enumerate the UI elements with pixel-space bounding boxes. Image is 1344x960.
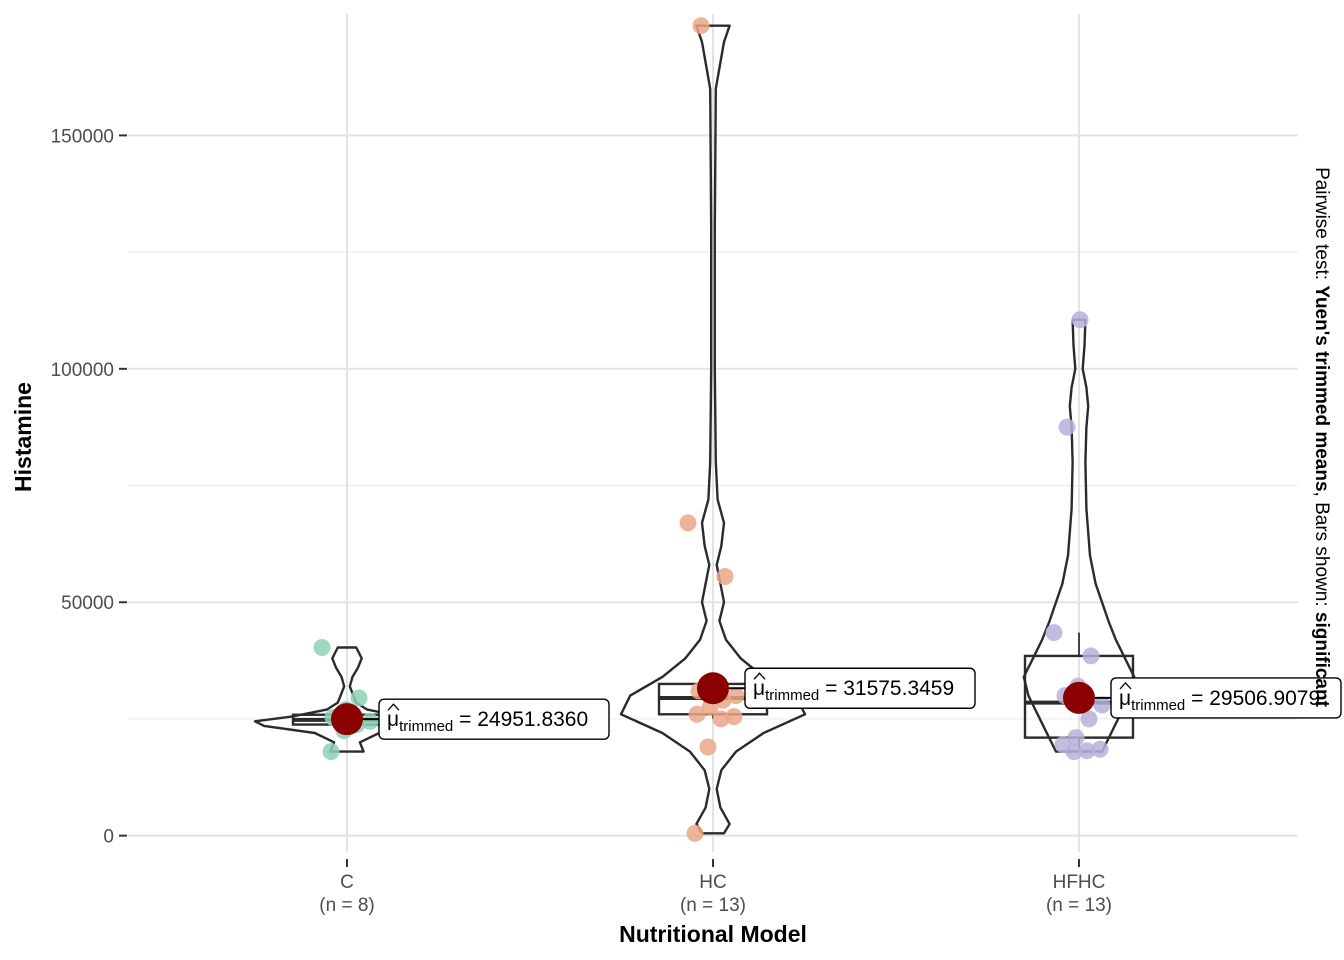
data-point xyxy=(1091,740,1109,758)
x-tick-n-label: (n = 8) xyxy=(319,895,374,916)
data-point xyxy=(712,710,730,728)
mean-label-sub: trimmed xyxy=(765,687,819,704)
side-caption-test: Yuen's trimmed means xyxy=(1311,285,1332,491)
mean-label-text: μtrimmed = 31575.3459 xyxy=(753,677,954,704)
data-point xyxy=(361,712,379,730)
grid-layer xyxy=(128,14,1298,852)
mean-hat xyxy=(1119,681,1132,690)
data-point xyxy=(686,824,704,842)
mean-label-value: = 31575.3459 xyxy=(819,677,954,700)
mean-label-sub: trimmed xyxy=(399,718,453,735)
x-tick-n-label: (n = 13) xyxy=(1046,895,1112,916)
side-caption-middle: , Bars shown: xyxy=(1311,492,1332,612)
data-point xyxy=(322,743,340,761)
trimmed-mean-point xyxy=(697,672,729,705)
side-caption-prefix: Pairwise test: xyxy=(1311,167,1332,285)
y-tick-label: 100000 xyxy=(51,360,114,381)
data-point xyxy=(313,639,331,657)
y-tick-label: 0 xyxy=(103,827,114,848)
data-point xyxy=(716,568,734,586)
data-point xyxy=(679,514,697,532)
x-axis-title: Nutritional Model xyxy=(619,921,807,947)
data-point xyxy=(692,17,710,35)
mean-label-value: = 29506.9079 xyxy=(1185,687,1320,710)
data-point xyxy=(1082,647,1100,665)
trimmed-mean-point xyxy=(331,703,363,736)
x-tick-n-label: (n = 13) xyxy=(680,895,746,916)
mean-label-mu: μ xyxy=(753,677,765,700)
mean-label-mu: μ xyxy=(387,708,399,731)
y-tick-label: 150000 xyxy=(51,126,114,147)
data-point xyxy=(1093,696,1111,714)
mean-label-box xyxy=(1110,677,1342,719)
mean-label-value: = 24951.8360 xyxy=(453,708,588,731)
data-point xyxy=(725,708,743,726)
x-tick-label: C xyxy=(340,872,354,893)
data-point xyxy=(1058,418,1076,436)
side-caption-bars: significant xyxy=(1311,612,1332,708)
data-point xyxy=(1078,742,1096,760)
x-tick-label: HFHC xyxy=(1053,872,1106,893)
data-point xyxy=(727,687,745,705)
mean-label-text: μtrimmed = 29506.9079 xyxy=(1119,687,1320,714)
mean-hat xyxy=(387,703,400,711)
mean-label-box xyxy=(744,667,976,709)
data-point xyxy=(1080,710,1098,728)
trimmed-mean-point xyxy=(1063,681,1095,714)
data-point xyxy=(1071,311,1089,329)
y-tick-label: 50000 xyxy=(61,593,114,614)
x-tick-label: HC xyxy=(699,872,726,893)
data-point xyxy=(1065,743,1083,761)
data-point xyxy=(350,689,368,707)
data-point xyxy=(1045,624,1063,642)
data-point xyxy=(699,738,717,756)
data-point xyxy=(688,705,706,723)
mean-label-box xyxy=(378,698,610,740)
y-axis-title: Histamine xyxy=(10,382,36,492)
data-point xyxy=(1067,729,1085,747)
side-caption: Pairwise test: Yuen's trimmed means, Bar… xyxy=(1311,167,1332,708)
mean-hat xyxy=(753,672,766,680)
mean-label-mu: μ xyxy=(1119,687,1131,710)
mean-layer xyxy=(331,672,1113,736)
mean-label-text: μtrimmed = 24951.8360 xyxy=(387,708,588,735)
mean-label-sub: trimmed xyxy=(1131,697,1185,714)
